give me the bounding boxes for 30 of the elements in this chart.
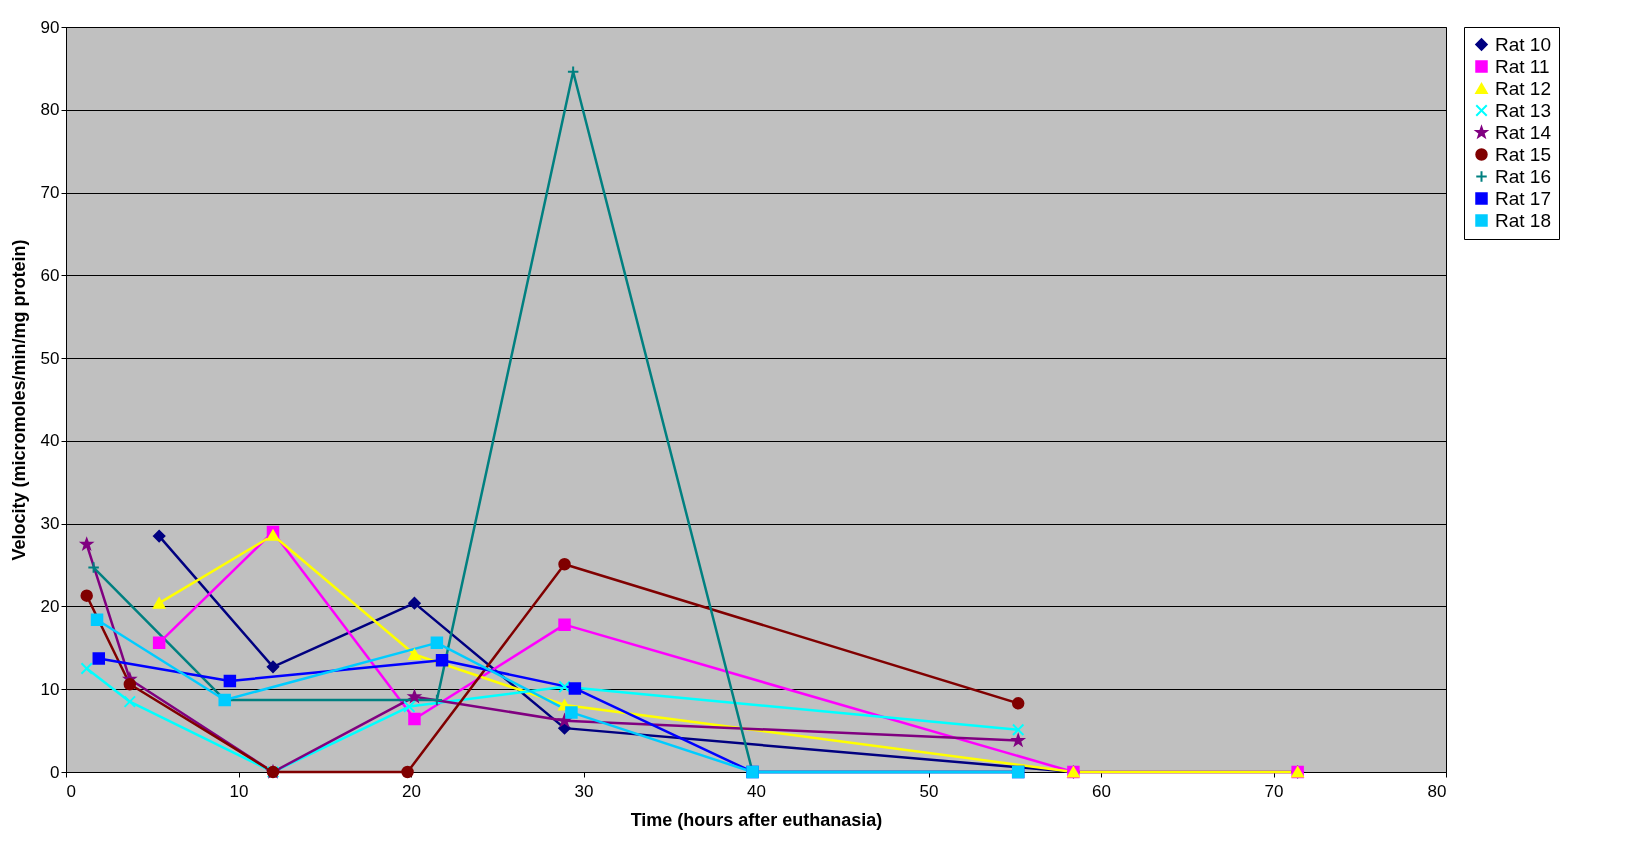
y-axis-title: Velocity (micromoles/min/mg protein)	[8, 239, 29, 561]
x-axis-title: Time (hours after euthanasia)	[630, 809, 883, 830]
y-tick-label: 50	[40, 348, 60, 368]
y-tick-label: 90	[40, 17, 60, 37]
legend-label: Rat 17	[1495, 187, 1551, 209]
x-tick-label: 20	[402, 781, 421, 801]
x-tick-label: 50	[919, 781, 939, 801]
legend-label: Rat 11	[1495, 55, 1550, 77]
x-tick-label: 70	[1264, 781, 1284, 801]
x-tick-label: 10	[229, 781, 249, 801]
y-tick-label: 20	[40, 596, 60, 616]
legend-label: Rat 13	[1495, 99, 1551, 121]
x-tick-label: 0	[66, 781, 76, 801]
y-tick-label: 70	[40, 183, 60, 203]
legend-label: Rat 10	[1495, 33, 1551, 55]
y-tick-label: 30	[40, 514, 60, 534]
y-tick-label: 60	[40, 265, 60, 285]
y-tick-label: 10	[40, 679, 60, 699]
legend-label: Rat 12	[1495, 77, 1551, 99]
legend-label: Rat 18	[1495, 209, 1551, 231]
x-tick-label: 30	[574, 781, 594, 801]
x-tick-label: 40	[747, 781, 766, 801]
legend-label: Rat 15	[1495, 143, 1551, 165]
y-tick-label: 0	[50, 762, 60, 782]
x-tick-label: 60	[1092, 781, 1111, 801]
legend-label: Rat 14	[1495, 121, 1552, 143]
legend-label: Rat 16	[1495, 165, 1551, 187]
x-tick-label: 80	[1427, 781, 1447, 801]
y-tick-label: 40	[40, 431, 60, 451]
y-tick-label: 80	[40, 100, 60, 120]
